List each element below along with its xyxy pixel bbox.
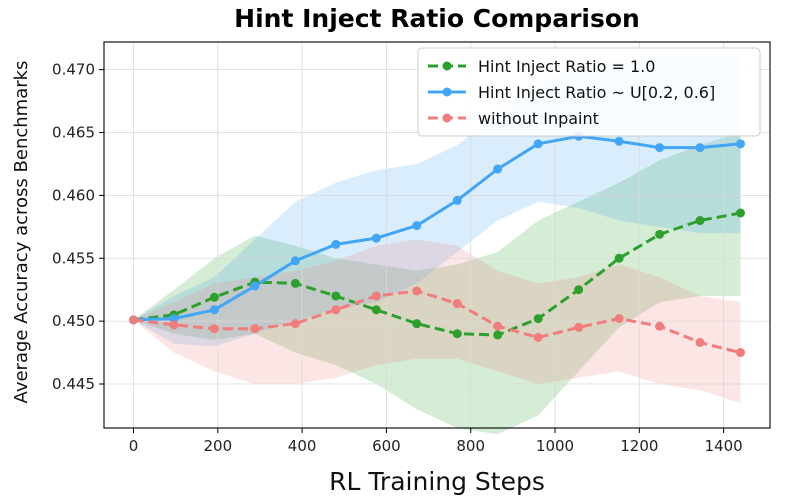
data-point xyxy=(695,143,705,153)
x-tick-label: 1000 xyxy=(536,437,574,455)
data-point xyxy=(533,332,543,342)
data-point xyxy=(452,299,462,309)
data-point xyxy=(695,216,705,226)
data-point xyxy=(493,330,503,340)
data-point xyxy=(614,314,624,324)
y-tick-label: 0.455 xyxy=(52,249,95,267)
data-point xyxy=(250,281,260,291)
y-tick-label: 0.465 xyxy=(52,124,95,142)
legend-label: Hint Inject Ratio ~ U[0.2, 0.6] xyxy=(478,83,715,102)
data-point xyxy=(412,286,422,296)
y-tick-label: 0.450 xyxy=(52,312,95,330)
legend-marker xyxy=(442,113,452,123)
x-axis-label: RL Training Steps xyxy=(329,467,545,496)
data-point xyxy=(209,305,219,315)
data-point xyxy=(412,319,422,329)
y-tick-label: 0.445 xyxy=(52,375,95,393)
data-point xyxy=(169,314,179,324)
data-point xyxy=(129,315,139,325)
chart-title: Hint Inject Ratio Comparison xyxy=(234,4,640,33)
data-point xyxy=(371,291,381,301)
y-tick-label: 0.470 xyxy=(52,61,95,79)
data-point xyxy=(250,324,260,334)
data-point xyxy=(290,256,300,266)
axis-ticks: 0 200 400 600 800 1000 1200 1400 0.445 0.450 0.455… xyxy=(52,61,743,455)
data-point xyxy=(655,321,665,331)
data-point xyxy=(371,305,381,315)
series-lines xyxy=(133,134,741,355)
data-point xyxy=(452,329,462,339)
legend-box xyxy=(417,47,761,137)
series-markers xyxy=(129,131,745,358)
data-point xyxy=(209,324,219,334)
data-point xyxy=(209,292,219,302)
data-point xyxy=(735,208,745,218)
data-point xyxy=(735,348,745,358)
legend-marker xyxy=(442,61,452,71)
data-point xyxy=(290,319,300,329)
data-point xyxy=(533,139,543,149)
data-point xyxy=(331,291,341,301)
data-point xyxy=(412,221,422,231)
data-point xyxy=(574,285,584,295)
x-tick-label: 400 xyxy=(288,437,317,455)
x-tick-label: 600 xyxy=(372,437,401,455)
x-tick-label: 0 xyxy=(129,437,139,455)
data-point xyxy=(331,239,341,249)
y-axis-label: Average Accuracy across Benchmarks xyxy=(11,61,32,404)
legend: Hint Inject Ratio = 1.0 Hint Inject Ratio… xyxy=(417,47,761,137)
plot-frame xyxy=(103,41,771,429)
data-point xyxy=(574,322,584,332)
x-tick-label: 200 xyxy=(203,437,232,455)
data-point xyxy=(331,305,341,315)
x-tick-label: 1200 xyxy=(620,437,658,455)
data-point xyxy=(655,143,665,153)
x-tick-label: 800 xyxy=(456,437,485,455)
confidence-band xyxy=(133,132,741,435)
series-line xyxy=(133,211,741,337)
data-point xyxy=(452,195,462,205)
legend-marker xyxy=(442,87,452,97)
legend-label: Hint Inject Ratio = 1.0 xyxy=(478,57,655,76)
data-point xyxy=(493,321,503,331)
y-tick-label: 0.460 xyxy=(52,186,95,204)
series-line xyxy=(133,134,741,322)
x-tick-label: 1400 xyxy=(705,437,743,455)
data-point xyxy=(735,139,745,149)
data-point xyxy=(290,278,300,288)
data-point xyxy=(614,253,624,263)
legend-label: without Inpaint xyxy=(478,109,599,128)
data-point xyxy=(695,338,705,348)
data-point xyxy=(169,320,179,330)
data-point xyxy=(655,229,665,239)
data-point xyxy=(533,314,543,324)
data-point xyxy=(371,233,381,243)
data-point xyxy=(493,164,503,174)
data-point xyxy=(614,136,624,146)
